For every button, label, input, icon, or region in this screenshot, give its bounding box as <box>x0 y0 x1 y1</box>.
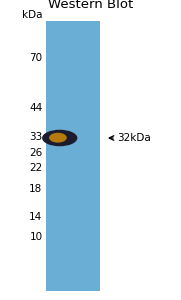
Text: 14: 14 <box>29 212 43 223</box>
Text: Western Blot: Western Blot <box>48 0 133 11</box>
Text: 32kDa: 32kDa <box>118 133 151 143</box>
Text: 33: 33 <box>29 131 43 142</box>
Text: 44: 44 <box>29 103 43 113</box>
Text: 70: 70 <box>29 53 43 64</box>
Text: 10: 10 <box>29 232 43 242</box>
Text: 18: 18 <box>29 184 43 194</box>
Text: 26: 26 <box>29 148 43 158</box>
Ellipse shape <box>42 130 77 146</box>
Ellipse shape <box>49 133 67 142</box>
Text: kDa: kDa <box>22 11 43 20</box>
Text: 22: 22 <box>29 163 43 173</box>
Bar <box>46 21 100 291</box>
